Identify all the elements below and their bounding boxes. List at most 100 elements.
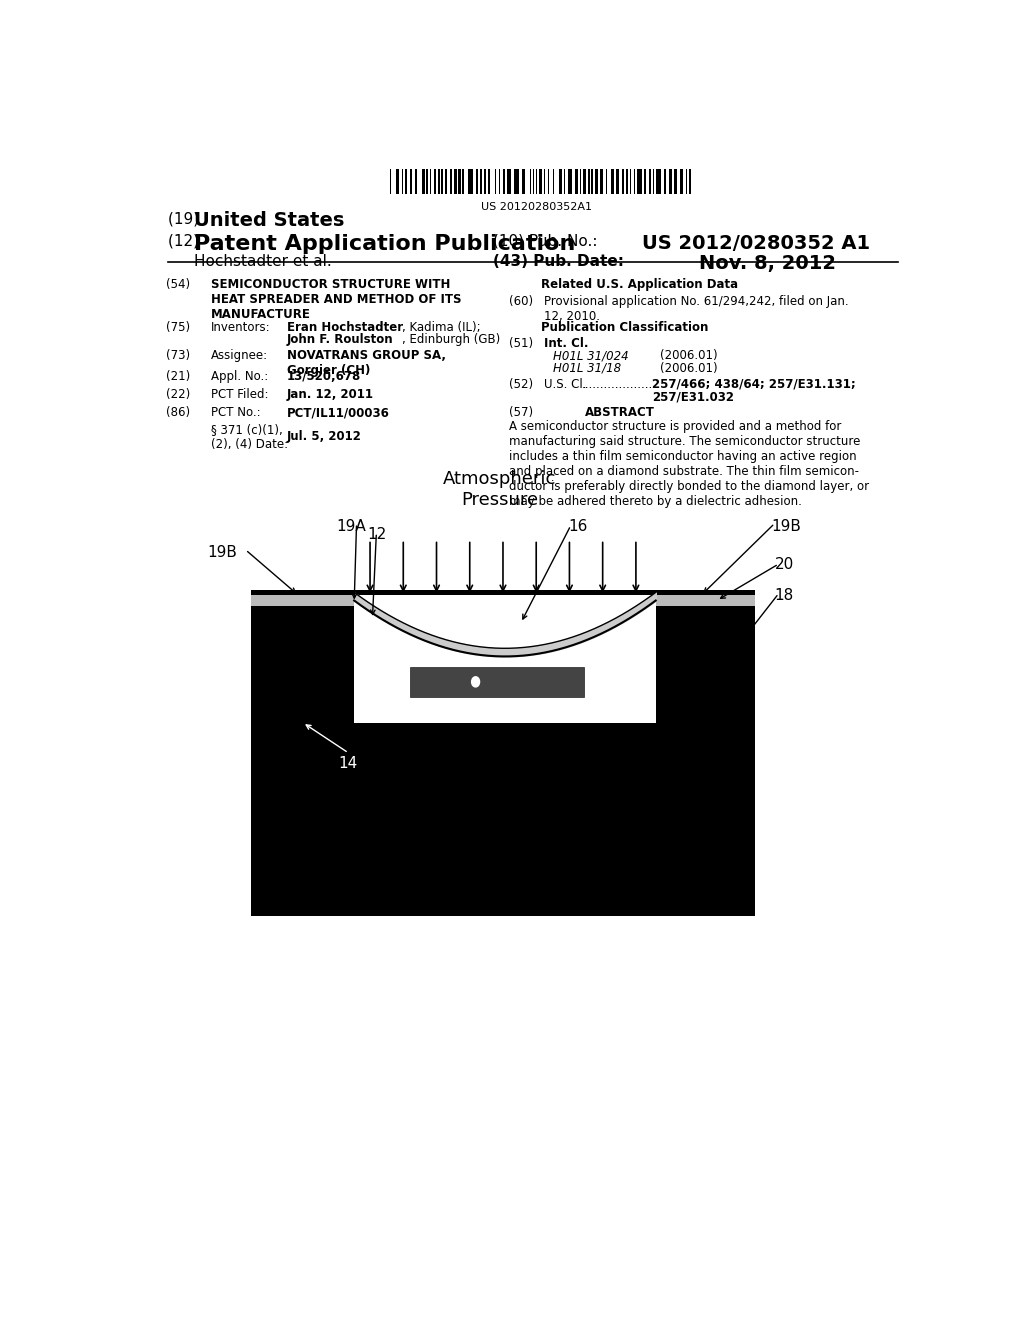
Bar bbox=[592, 169, 593, 194]
Text: 19B: 19B bbox=[207, 545, 238, 560]
Bar bbox=[649, 169, 651, 194]
Bar bbox=[437, 169, 440, 194]
Bar bbox=[507, 169, 511, 194]
Text: Eran Hochstadter: Eran Hochstadter bbox=[287, 321, 402, 334]
Text: PCT No.:: PCT No.: bbox=[211, 407, 261, 420]
Text: , Kadima (IL);: , Kadima (IL); bbox=[401, 321, 480, 334]
Text: 257/466; 438/64; 257/E31.131;: 257/466; 438/64; 257/E31.131; bbox=[652, 378, 855, 391]
Text: , Edinburgh (GB): , Edinburgh (GB) bbox=[401, 333, 500, 346]
Bar bbox=[514, 169, 519, 194]
Bar bbox=[686, 169, 687, 194]
Bar bbox=[458, 169, 461, 194]
Bar bbox=[532, 169, 535, 194]
Bar bbox=[522, 169, 525, 194]
Text: (22): (22) bbox=[166, 388, 190, 401]
Bar bbox=[536, 169, 538, 194]
Text: ABSTRACT: ABSTRACT bbox=[585, 407, 655, 420]
Text: § 371 (c)(1),
(2), (4) Date:: § 371 (c)(1), (2), (4) Date: bbox=[211, 422, 289, 450]
Bar bbox=[462, 169, 464, 194]
Bar bbox=[451, 169, 452, 194]
Bar bbox=[354, 595, 655, 722]
Bar bbox=[401, 169, 403, 194]
Bar bbox=[580, 169, 582, 194]
Bar bbox=[583, 169, 586, 194]
Bar bbox=[595, 169, 598, 194]
Text: 12: 12 bbox=[368, 527, 387, 543]
Text: PCT Filed:: PCT Filed: bbox=[211, 388, 269, 401]
Bar bbox=[426, 169, 428, 194]
Bar bbox=[680, 169, 683, 194]
Bar bbox=[559, 169, 562, 194]
Text: Atmospheric
Pressure: Atmospheric Pressure bbox=[442, 470, 556, 510]
Text: Int. Cl.: Int. Cl. bbox=[544, 338, 589, 350]
Text: 19B: 19B bbox=[771, 519, 801, 533]
Text: 18: 18 bbox=[775, 587, 794, 603]
Bar bbox=[548, 169, 550, 194]
Text: Patent Application Publication: Patent Application Publication bbox=[194, 234, 575, 253]
Text: (60): (60) bbox=[509, 294, 534, 308]
Text: (86): (86) bbox=[166, 407, 190, 420]
Bar bbox=[539, 169, 543, 194]
Text: 16: 16 bbox=[568, 519, 588, 533]
Bar bbox=[644, 169, 646, 194]
Text: (21): (21) bbox=[166, 370, 190, 383]
Bar bbox=[390, 169, 391, 194]
Bar bbox=[479, 169, 482, 194]
Text: (2006.01): (2006.01) bbox=[659, 350, 718, 363]
Bar bbox=[627, 169, 628, 194]
Text: 257/E31.032: 257/E31.032 bbox=[652, 391, 734, 403]
Bar bbox=[468, 169, 473, 194]
Bar bbox=[670, 169, 673, 194]
Bar bbox=[664, 169, 666, 194]
Bar bbox=[674, 169, 677, 194]
Bar bbox=[600, 169, 603, 194]
Text: H01L 31/024: H01L 31/024 bbox=[553, 350, 628, 363]
Text: (43) Pub. Date:: (43) Pub. Date: bbox=[494, 253, 624, 269]
Text: SEMICONDUCTOR STRUCTURE WITH
HEAT SPREADER AND METHOD OF ITS
MANUFACTURE: SEMICONDUCTOR STRUCTURE WITH HEAT SPREAD… bbox=[211, 279, 462, 321]
Bar bbox=[416, 169, 417, 194]
Bar bbox=[622, 169, 624, 194]
Bar bbox=[404, 169, 407, 194]
Bar bbox=[529, 169, 531, 194]
Text: .....................: ..................... bbox=[582, 378, 660, 391]
Text: Appl. No.:: Appl. No.: bbox=[211, 370, 268, 383]
Bar bbox=[616, 169, 620, 194]
Text: (57): (57) bbox=[509, 407, 534, 420]
Bar bbox=[410, 169, 412, 194]
Bar bbox=[455, 169, 457, 194]
Text: 20: 20 bbox=[775, 557, 794, 573]
Text: (73): (73) bbox=[166, 350, 190, 363]
Text: Assignee:: Assignee: bbox=[211, 350, 268, 363]
Circle shape bbox=[472, 677, 479, 686]
Bar bbox=[638, 169, 642, 194]
Text: (54): (54) bbox=[166, 279, 190, 292]
Text: (51): (51) bbox=[509, 338, 534, 350]
Text: US 20120280352A1: US 20120280352A1 bbox=[481, 202, 592, 213]
Bar bbox=[544, 169, 546, 194]
Text: Jul. 5, 2012: Jul. 5, 2012 bbox=[287, 430, 361, 442]
Bar bbox=[574, 169, 578, 194]
Bar bbox=[606, 169, 607, 194]
Bar bbox=[484, 169, 486, 194]
Bar bbox=[630, 169, 631, 194]
Bar bbox=[553, 169, 554, 194]
Text: (52): (52) bbox=[509, 378, 534, 391]
Text: Related U.S. Application Data: Related U.S. Application Data bbox=[541, 279, 738, 292]
Text: Provisional application No. 61/294,242, filed on Jan.
12, 2010.: Provisional application No. 61/294,242, … bbox=[544, 294, 849, 322]
Bar bbox=[563, 169, 565, 194]
Bar bbox=[396, 169, 399, 194]
Text: H01L 31/18: H01L 31/18 bbox=[553, 362, 621, 375]
Bar bbox=[689, 169, 690, 194]
Text: Inventors:: Inventors: bbox=[211, 321, 271, 334]
Bar bbox=[499, 169, 500, 194]
Text: Hochstadter et al.: Hochstadter et al. bbox=[194, 253, 332, 269]
Text: (10) Pub. No.:: (10) Pub. No.: bbox=[494, 234, 607, 248]
Text: 13/520,678: 13/520,678 bbox=[287, 370, 361, 383]
Bar bbox=[476, 169, 478, 194]
Text: (2006.01): (2006.01) bbox=[659, 362, 718, 375]
Text: United States: United States bbox=[194, 211, 344, 230]
Text: Jan. 12, 2011: Jan. 12, 2011 bbox=[287, 388, 374, 401]
Bar bbox=[410, 667, 585, 697]
Bar bbox=[444, 169, 447, 194]
Text: (75): (75) bbox=[166, 321, 190, 334]
